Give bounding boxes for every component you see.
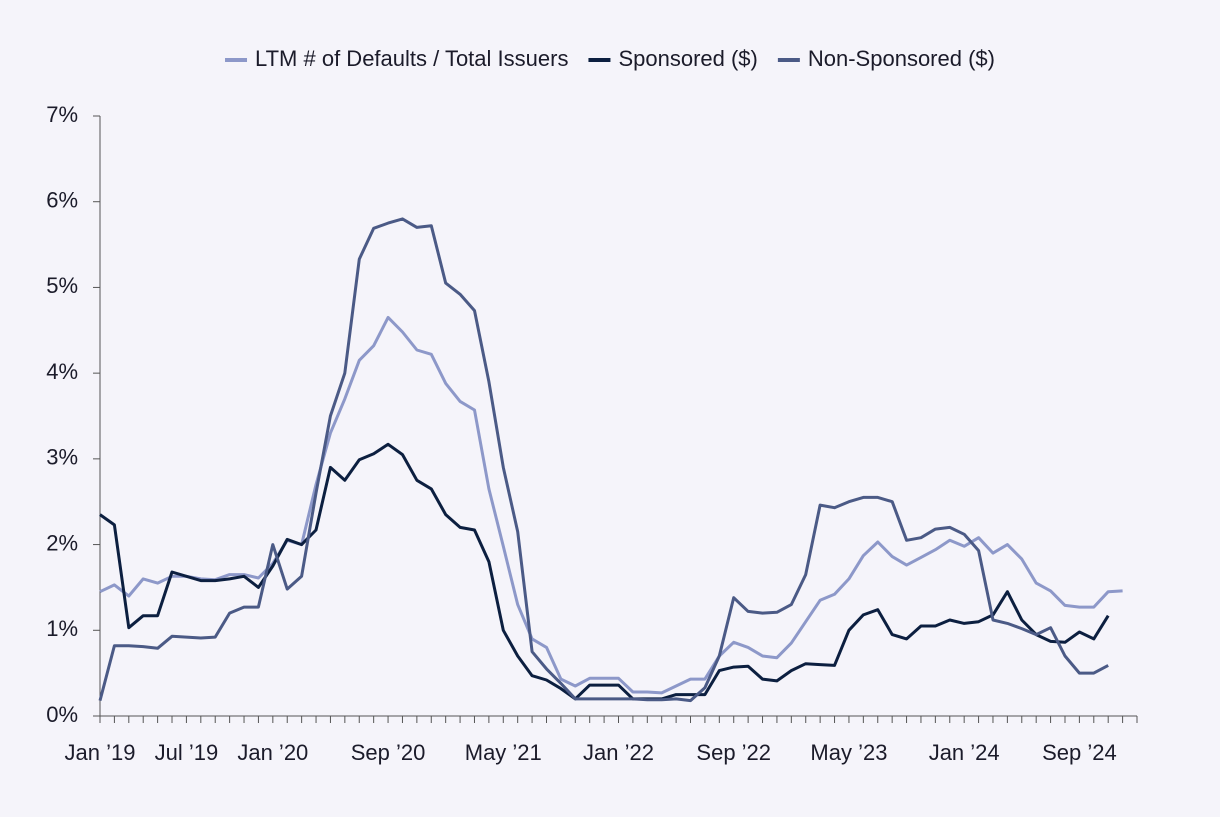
y-tick-label: 0%: [46, 702, 78, 727]
legend-label: LTM # of Defaults / Total Issuers: [255, 46, 568, 71]
y-tick-label: 6%: [46, 188, 78, 213]
y-tick-label: 7%: [46, 102, 78, 127]
x-tick-label: May ’21: [465, 740, 542, 765]
y-tick-label: 1%: [46, 616, 78, 641]
y-tick-label: 3%: [46, 445, 78, 470]
legend-label: Non-Sponsored ($): [808, 46, 995, 71]
x-tick-label: Sep ’22: [696, 740, 771, 765]
series-line: [99, 442, 1110, 701]
series-line: [99, 315, 1123, 695]
y-tick-label: 4%: [46, 359, 78, 384]
series-line: [98, 217, 1109, 703]
legend: LTM # of Defaults / Total Issuers Sponsor…: [225, 46, 995, 71]
y-tick-label: 2%: [46, 530, 78, 555]
x-tick-label: Jul ’19: [155, 740, 219, 765]
x-tick-label: Jan ’22: [583, 740, 654, 765]
x-tick-label: May ’23: [810, 740, 887, 765]
y-tick-label: 5%: [46, 273, 78, 298]
x-tick-label: Sep ’24: [1042, 740, 1117, 765]
x-tick-label: Jan ’19: [65, 740, 136, 765]
legend-label: Sponsored ($): [618, 46, 757, 71]
x-tick-label: Jan ’20: [237, 740, 308, 765]
x-tick-label: Jan ’24: [929, 740, 1000, 765]
x-tick-label: Sep ’20: [351, 740, 426, 765]
